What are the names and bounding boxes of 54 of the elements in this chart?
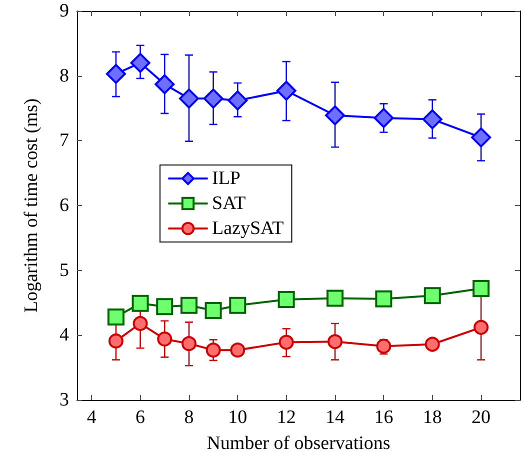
point [326, 290, 344, 307]
point [276, 80, 296, 101]
x-tick-label: 12 [276, 407, 296, 428]
point [375, 290, 392, 308]
point [471, 127, 492, 148]
point [474, 320, 489, 335]
y-tick-label: 8 [60, 65, 69, 86]
point [230, 342, 246, 358]
point [424, 336, 440, 352]
point [132, 316, 148, 331]
point [206, 342, 221, 358]
point [178, 88, 199, 109]
x-tick-label: 10 [228, 407, 248, 428]
point [376, 338, 392, 354]
point [228, 90, 248, 110]
point [108, 334, 124, 348]
point [107, 308, 124, 326]
point [180, 296, 198, 314]
point [203, 88, 224, 109]
y-tick-label: 5 [60, 260, 69, 281]
x-tick-label: 8 [184, 407, 194, 428]
y-tick-label: 4 [60, 324, 70, 346]
point [204, 302, 222, 320]
x-tick-label: 14 [326, 407, 346, 428]
y-axis-title: Logarithm of time cost (ms) [21, 98, 42, 313]
point [229, 296, 246, 314]
point [325, 105, 346, 126]
point [132, 294, 149, 312]
x-tick-label: 6 [136, 407, 146, 428]
x-axis-title: Number of observations [206, 433, 390, 454]
point [154, 74, 175, 94]
y-tick-label: 7 [60, 130, 69, 152]
legend-label: LazySAT [212, 218, 284, 239]
x-tick-label: 18 [422, 407, 442, 428]
y-tick-label: 6 [60, 195, 69, 216]
point [106, 64, 126, 84]
point [422, 109, 442, 130]
point [424, 287, 441, 304]
point [181, 336, 196, 352]
y-tick-label: 9 [60, 0, 69, 22]
point [328, 334, 343, 350]
point [374, 108, 394, 128]
y-tick-label: 3 [60, 390, 69, 410]
point [472, 280, 490, 297]
legend-label: SAT [212, 193, 246, 214]
x-tick-label: 20 [472, 407, 491, 428]
x-tick-label: 4 [86, 407, 97, 428]
point [157, 332, 172, 347]
x-tick-label: 16 [374, 407, 394, 428]
point [156, 298, 174, 316]
point [130, 52, 150, 73]
legend-label: ILP [212, 168, 240, 189]
point [278, 291, 295, 308]
point [278, 334, 294, 350]
